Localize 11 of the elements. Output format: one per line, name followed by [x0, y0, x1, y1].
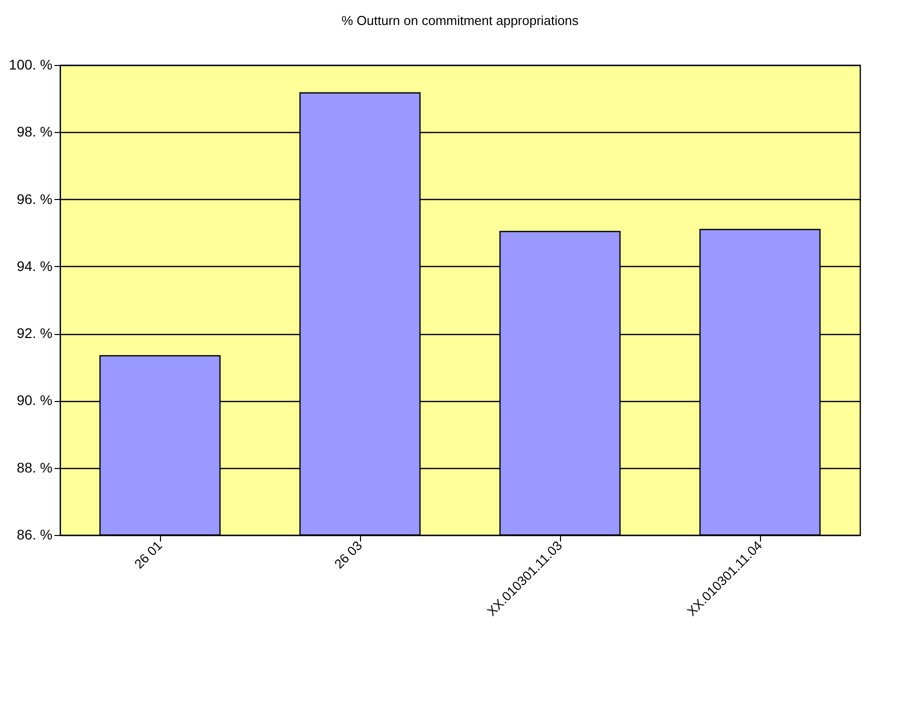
- y-tick-label: 100. %: [8, 56, 52, 72]
- chart-title: % Outturn on commitment appropriations: [342, 13, 579, 28]
- x-tick-label: 26 01: [131, 538, 165, 572]
- y-tick-label: 94. %: [16, 258, 52, 274]
- y-tick-label: 92. %: [16, 325, 52, 342]
- y-tick-label: 96. %: [16, 190, 52, 207]
- y-tick-label: 98. %: [16, 124, 52, 140]
- y-tick-label: 90. %: [16, 392, 52, 408]
- y-tick-label: 88. %: [16, 459, 52, 476]
- x-tick-label: 26 03: [331, 538, 365, 572]
- y-tick-label: 86. %: [16, 526, 52, 542]
